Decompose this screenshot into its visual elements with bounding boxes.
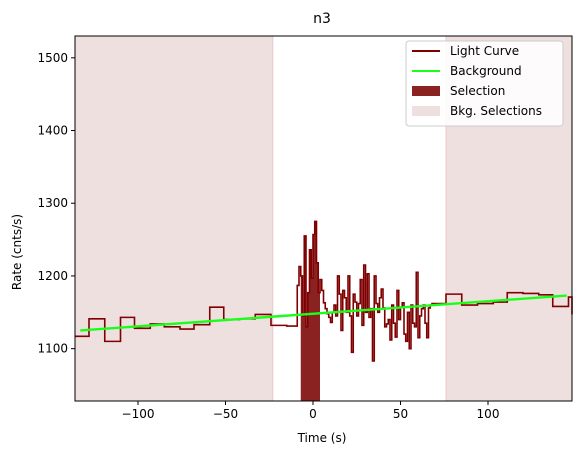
legend-label-2: Background <box>450 64 522 78</box>
y-axis-label: Rate (cnts/s) <box>10 214 24 290</box>
y-tick-label: 1100 <box>37 342 68 356</box>
legend-label-4: Bkg. Selections <box>450 104 542 118</box>
legend-box <box>405 40 564 127</box>
y-tick-label: 1200 <box>37 269 68 283</box>
axes: −100 −50 0 50 100 1100 1200 1300 1400 1500 <box>37 35 573 421</box>
background-fit-line <box>80 294 567 332</box>
x-tick-label: −50 <box>213 407 238 421</box>
legend: Light Curve Background Selection Bkg. Selec… <box>405 40 564 127</box>
x-tick-label: 50 <box>393 407 408 421</box>
y-tick-label: 1300 <box>37 196 68 210</box>
legend-swatch-3 <box>412 86 440 96</box>
x-tick-label: 100 <box>477 407 500 421</box>
x-axis-label: Time (s) <box>297 431 347 445</box>
legend-label-1: Light Curve <box>450 44 519 58</box>
legend-label-3: Selection <box>450 84 505 98</box>
y-tick-label: 1400 <box>37 124 68 138</box>
legend-swatch-4 <box>412 106 440 116</box>
x-tick-label: −100 <box>122 407 155 421</box>
plot-frame <box>74 35 573 402</box>
chart-title: n3 <box>313 11 331 27</box>
y-tick-label: 1500 <box>37 51 68 65</box>
bkg-selection-span-1 <box>74 35 274 402</box>
light-curve-line <box>75 220 573 362</box>
x-tick-label: 0 <box>309 407 317 421</box>
